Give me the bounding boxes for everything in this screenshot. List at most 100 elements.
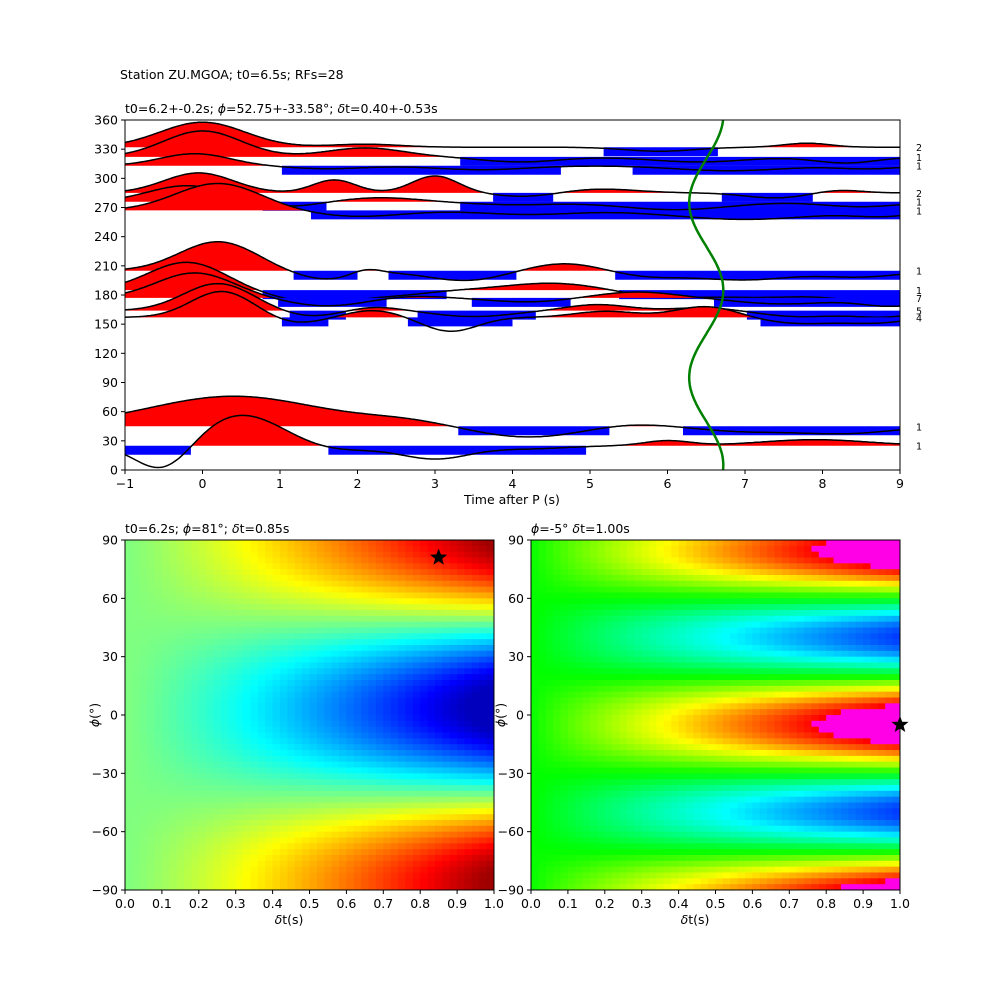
heatmap-cell [789,709,798,716]
heatmap-cell [818,662,827,669]
heatmap-cell [752,615,761,623]
heatmap-cell [309,755,318,763]
heatmap-cell [405,831,414,839]
heatmap-cell [390,878,399,885]
heatmap-cell [243,860,252,868]
heatmap-cell [553,627,562,634]
heatmap-cell [877,691,886,699]
heatmap-cell [575,604,584,611]
heatmap-cell [302,650,311,658]
heatmap-cell [412,685,421,693]
heatmap-cell [272,621,281,629]
heatmap-cell [316,814,325,821]
heatmap-cell [206,755,215,763]
heatmap-cell [302,545,311,553]
heatmap-cell [590,580,599,588]
heatmap-cell [243,814,252,821]
heatmap-cell [361,540,370,547]
heatmap-cell [331,662,340,669]
heatmap-cell [346,825,355,833]
heatmap-cell [420,802,429,809]
heatmap-cell [316,674,325,681]
heatmap-cell [708,656,717,664]
heatmap-cell [302,820,311,827]
heatmap-cell [457,685,466,693]
heatmap-cell [235,592,244,599]
heatmap-cell [457,586,466,594]
heatmap-cell [449,785,458,792]
heatmap-cell [560,738,569,745]
heatmap-cell [412,825,421,833]
heatmap-cell [449,779,458,786]
heatmap-cell [250,580,259,588]
heatmap-cell [346,802,355,809]
heatmap-cell [442,785,451,792]
heatmap-cell [235,732,244,739]
heatmap-cell [339,639,347,646]
heatmap-cell [228,755,237,763]
heatmap-cell [582,540,591,547]
heatmap-cell [420,551,429,559]
heatmap-cell [243,878,252,885]
heatmap-cell [619,662,628,669]
heatmap-cell [700,604,709,611]
heatmap-cell [560,586,569,594]
heatmap-cell [405,656,414,664]
heatmap-cell [243,855,252,862]
heatmap-cell [398,726,407,734]
heatmap-cell [390,802,399,809]
heatmap-cell [427,633,436,640]
heatmap-cell [235,656,244,664]
heatmap-cell [479,598,488,605]
heatmap-cell [767,598,776,605]
heatmap-cell [693,569,702,576]
heatmap-cell [486,715,494,722]
heatmap-cell [139,884,148,890]
heatmap-cell [147,662,156,669]
heatmap-cell [457,697,466,704]
heatmap-cell [759,563,768,570]
heatmap-cell [434,814,443,821]
heatmap-cell [811,580,820,588]
heatmap-cell [693,645,702,652]
heatmap-cell [375,872,384,879]
heatmap-cell [383,866,392,874]
heatmap-cell [405,755,414,763]
heatmap-cell [272,650,281,658]
heatmap-cell [243,703,252,710]
heatmap-cell [420,598,429,605]
heatmap-cell [375,703,384,710]
heatmap-cell [774,551,783,559]
heatmap-cell [826,726,835,734]
heatmap-cell [449,685,458,693]
heatmap-cell [287,825,296,833]
heatmap-cell [191,726,200,734]
heatmap-cell [184,621,193,629]
heatmap-cell [885,540,894,547]
heatmap-cell [405,825,414,833]
heatmap-cell [361,755,370,763]
heatmap-cell [789,703,798,710]
heatmap-cell [604,563,613,570]
heatmap-cell [671,645,680,652]
heatmap-cell [191,773,200,780]
heatmap-cell [213,720,222,728]
heatmap-cell [486,720,494,728]
heatmap-cell [434,720,443,728]
heatmap-cell [309,697,318,704]
heatmap-cell [339,820,347,827]
heatmap-cell [169,860,178,868]
heatmap-cell [132,715,141,722]
heatmap-cell [191,691,200,699]
heatmap-cell [781,540,790,547]
heatmap-cell [796,697,805,704]
heatmap-cell [235,569,244,576]
heatmap-cell [826,575,835,582]
heatmap-cell [885,557,894,564]
heatmap-cell [656,715,665,722]
heatmap-cell [892,680,900,687]
heatmap-cell [147,569,156,576]
heatmap-cell [612,604,621,611]
heatmap-cell [479,668,488,675]
rf-trace-positive-fill [125,153,900,166]
